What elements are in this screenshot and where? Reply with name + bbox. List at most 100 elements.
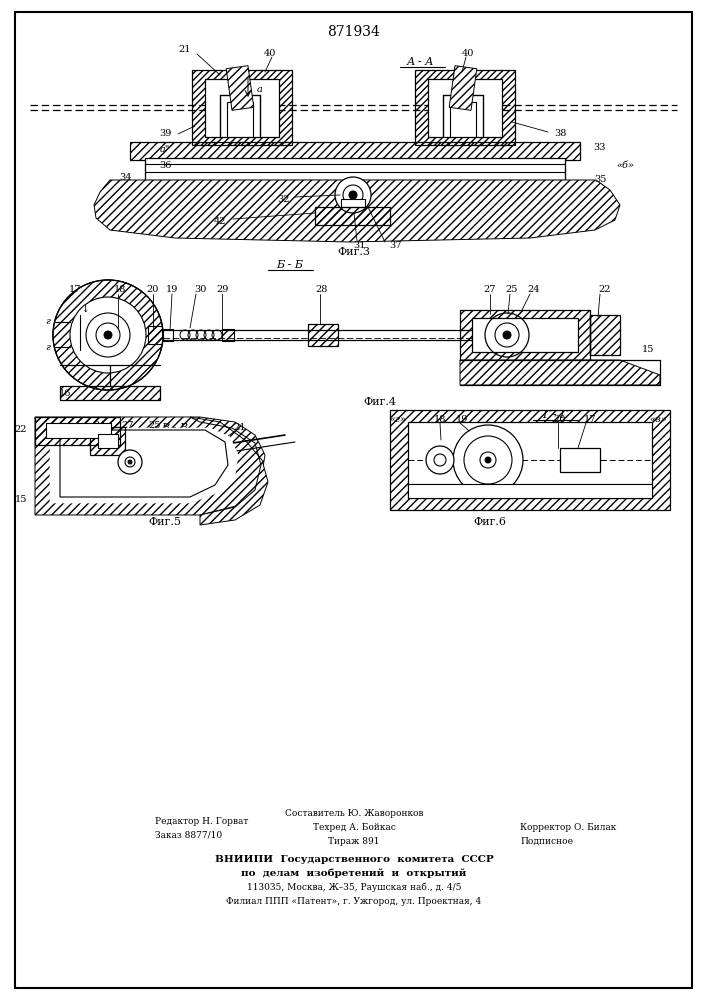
Text: В - В: В - В — [161, 423, 189, 433]
Bar — [60, 386, 160, 400]
Bar — [472, 318, 578, 352]
Circle shape — [503, 331, 511, 339]
Bar — [390, 410, 670, 510]
Text: 25: 25 — [148, 420, 161, 430]
Text: 18: 18 — [434, 416, 446, 424]
Text: 31: 31 — [354, 240, 366, 249]
Text: 113035, Москва, Ж–35, Раушская наб., д. 4/5: 113035, Москва, Ж–35, Раушская наб., д. … — [247, 882, 461, 892]
Circle shape — [335, 177, 371, 213]
Text: 38: 38 — [554, 129, 566, 138]
Bar — [408, 484, 652, 498]
Text: Составитель Ю. Жаворонков: Составитель Ю. Жаворонков — [285, 808, 423, 818]
Polygon shape — [35, 417, 265, 515]
Bar — [560, 448, 600, 472]
Bar — [163, 329, 173, 341]
Bar — [460, 310, 590, 360]
Circle shape — [480, 452, 496, 468]
Text: 21: 21 — [179, 45, 192, 54]
Bar — [415, 70, 515, 145]
Polygon shape — [50, 428, 238, 503]
Bar — [46, 423, 111, 438]
Text: 24: 24 — [94, 420, 106, 430]
Text: Редактор Н. Горват: Редактор Н. Горват — [155, 816, 248, 826]
Circle shape — [96, 323, 120, 347]
Text: Корректор О. Билак: Корректор О. Билак — [520, 822, 617, 832]
Text: 20: 20 — [147, 286, 159, 294]
Text: ↓: ↓ — [81, 305, 90, 315]
Text: Б - Б: Б - Б — [276, 260, 303, 270]
Circle shape — [349, 191, 357, 199]
Bar — [90, 427, 125, 455]
Circle shape — [426, 446, 454, 474]
Bar — [205, 79, 279, 137]
Text: 35: 35 — [594, 176, 606, 184]
Text: Фиг.4: Фиг.4 — [363, 397, 397, 407]
Circle shape — [485, 457, 491, 463]
Bar — [590, 315, 620, 355]
Text: 21: 21 — [234, 424, 246, 432]
Text: 30: 30 — [194, 286, 206, 294]
Bar — [130, 142, 580, 160]
Bar — [148, 326, 162, 344]
Text: 24: 24 — [527, 286, 540, 294]
Text: «в»: «в» — [649, 416, 667, 424]
Text: 871934: 871934 — [327, 25, 380, 39]
Text: а": а" — [160, 145, 170, 154]
Text: 42: 42 — [214, 218, 226, 227]
Text: Фиг.6: Фиг.6 — [474, 517, 506, 527]
Circle shape — [343, 185, 363, 205]
Text: Тираж 891: Тираж 891 — [328, 836, 380, 846]
Polygon shape — [190, 417, 268, 525]
Text: 22: 22 — [15, 426, 27, 434]
Text: «б»: «б» — [616, 160, 634, 169]
Text: 39: 39 — [159, 129, 171, 138]
Text: 28: 28 — [316, 286, 328, 294]
Circle shape — [434, 454, 446, 466]
Bar — [408, 422, 652, 498]
Text: 22: 22 — [599, 286, 612, 294]
Text: 36: 36 — [159, 160, 171, 169]
Text: 18: 18 — [114, 286, 126, 294]
Text: Техред А. Бойкас: Техред А. Бойкас — [312, 822, 395, 832]
Circle shape — [104, 331, 112, 339]
Bar — [145, 158, 565, 180]
Text: 27: 27 — [122, 420, 134, 430]
Polygon shape — [60, 430, 228, 497]
Text: 32: 32 — [276, 196, 289, 205]
Polygon shape — [449, 66, 477, 110]
Bar — [222, 329, 234, 341]
Circle shape — [453, 425, 523, 495]
Text: а: а — [257, 86, 263, 95]
Text: ВНИИПИ  Государственного  комитета  СССР: ВНИИПИ Государственного комитета СССР — [215, 854, 493, 863]
Bar — [98, 434, 118, 448]
Circle shape — [86, 313, 130, 357]
Text: 40: 40 — [264, 48, 276, 57]
Text: Подписное: Подписное — [520, 836, 573, 846]
Bar — [428, 79, 502, 137]
Text: 25: 25 — [506, 286, 518, 294]
Text: 33: 33 — [594, 143, 606, 152]
Text: 29: 29 — [217, 286, 229, 294]
Text: г: г — [45, 318, 50, 326]
Text: Фиг.3: Фиг.3 — [337, 247, 370, 257]
Bar — [35, 417, 120, 445]
Circle shape — [128, 460, 132, 464]
Bar — [315, 207, 390, 225]
Text: 20: 20 — [554, 416, 566, 424]
Text: по  делам  изобретений  и  открытий: по делам изобретений и открытий — [241, 868, 467, 878]
Polygon shape — [226, 66, 254, 110]
Bar — [192, 70, 292, 145]
Text: 16: 16 — [59, 388, 71, 397]
Text: 37: 37 — [389, 240, 402, 249]
Text: 27: 27 — [484, 286, 496, 294]
Circle shape — [70, 297, 146, 373]
Bar — [341, 199, 365, 207]
Circle shape — [118, 450, 142, 474]
Text: 40: 40 — [462, 48, 474, 57]
Circle shape — [464, 436, 512, 484]
Text: 34: 34 — [119, 172, 132, 182]
Circle shape — [125, 457, 135, 467]
Text: 17: 17 — [584, 416, 596, 424]
Text: 17: 17 — [69, 286, 81, 294]
Text: 19: 19 — [166, 286, 178, 294]
